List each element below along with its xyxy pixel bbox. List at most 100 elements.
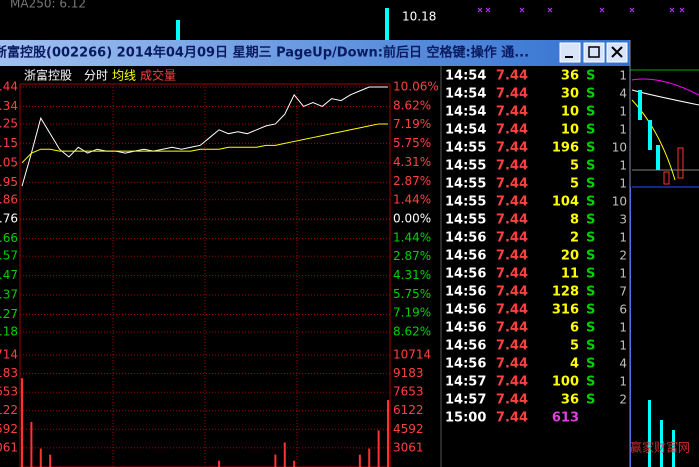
trade-side: S [586, 267, 595, 282]
trade-time: 14:55 [445, 141, 486, 156]
trade-count: 1 [619, 375, 627, 389]
y-tick-label: 7.25 [0, 116, 18, 130]
volume-bar [358, 454, 361, 467]
trade-volume: 5 [570, 177, 579, 192]
trade-volume: 196 [552, 141, 579, 156]
bg-volume [660, 420, 663, 467]
volume-bar [368, 448, 371, 467]
candle [638, 90, 642, 120]
trade-volume: 6 [570, 321, 579, 336]
trade-volume: 2 [570, 231, 579, 246]
y-tick-label: 6.76 [0, 212, 18, 226]
trade-count: 1 [619, 105, 627, 119]
trade-price: 7.44 [496, 357, 528, 372]
window-body [0, 66, 630, 467]
trade-count: 2 [619, 393, 627, 407]
icon [611, 46, 623, 58]
trade-count: 3 [619, 213, 627, 227]
y2-tick-label: 5.75% [393, 287, 431, 301]
trade-price: 7.44 [496, 393, 528, 408]
trade-volume: 613 [552, 411, 579, 426]
trade-time: 14:54 [445, 105, 486, 120]
volume-bar [30, 421, 33, 467]
trade-side: S [586, 195, 595, 210]
y2-tick-label: 1.44% [393, 230, 431, 244]
vol-tick-label: 6122 [0, 403, 18, 417]
vol-tick-label: 9183 [0, 366, 18, 380]
trade-price: 7.44 [496, 123, 528, 138]
vol-tick-label-right: 6122 [393, 403, 424, 417]
trade-volume: 128 [552, 285, 579, 300]
vol-tick-label-right: 10714 [393, 348, 431, 362]
trade-time: 14:57 [445, 393, 486, 408]
trade-side: S [586, 87, 595, 102]
trade-count: 1 [619, 339, 627, 353]
trade-side: S [586, 141, 595, 156]
top-price: 10.18 [402, 10, 436, 24]
y2-tick-label: 8.62% [393, 98, 431, 112]
trade-time: 14:55 [445, 213, 486, 228]
trade-count: 6 [619, 303, 627, 317]
trade-side: S [586, 339, 595, 354]
vol-tick-label-right: 7653 [393, 385, 424, 399]
volume-bar [49, 454, 52, 467]
trade-price: 7.44 [496, 321, 528, 336]
trade-volume: 100 [552, 375, 579, 390]
trade-volume: 8 [570, 213, 579, 228]
trade-volume: 104 [552, 195, 579, 210]
trade-price: 7.44 [496, 285, 528, 300]
y2-tick-label: 5.75% [393, 136, 431, 150]
trade-time: 14:56 [445, 339, 486, 354]
line-series [21, 86, 388, 187]
trade-count: 1 [619, 159, 627, 173]
trade-side: S [586, 357, 595, 372]
trade-count: 1 [619, 69, 627, 83]
y2-tick-label: 0.00% [393, 211, 431, 225]
window-title: 浙富控股(002266) 2014年04月09日 星期三 PageUp/Down… [0, 45, 529, 61]
minimize-button[interactable] [559, 42, 581, 63]
trade-side: S [586, 69, 595, 84]
trade-count: 7 [619, 285, 627, 299]
trade-side: S [586, 159, 595, 174]
maximize-button[interactable] [583, 42, 605, 63]
y-tick-label: 7.15 [0, 136, 18, 150]
trade-price: 7.44 [496, 375, 528, 390]
volume-bar [21, 378, 23, 467]
trade-volume: 10 [561, 123, 579, 138]
vol-tick-label: 4592 [0, 422, 18, 436]
trade-volume: 30 [561, 87, 579, 102]
y-tick-label: 6.18 [0, 325, 18, 339]
trade-price: 7.44 [496, 177, 528, 192]
bg-volume [648, 400, 651, 467]
y2-tick-label: 2.87% [393, 249, 431, 263]
candle [176, 20, 180, 40]
trade-price: 7.44 [496, 303, 528, 318]
trade-time: 14:56 [445, 231, 486, 246]
trade-count: 10 [612, 141, 627, 155]
bg-line [631, 89, 699, 106]
y-tick-label: 6.47 [0, 268, 18, 282]
trade-side: S [586, 393, 595, 408]
trade-price: 7.44 [496, 105, 528, 120]
trade-time: 14:54 [445, 87, 486, 102]
trade-count: 4 [619, 357, 627, 371]
trade-count: 2 [619, 249, 627, 263]
trade-time: 14:56 [445, 357, 486, 372]
trade-time: 14:56 [445, 249, 486, 264]
trade-volume: 5 [570, 339, 579, 354]
trade-side: S [586, 249, 595, 264]
trade-count: 1 [619, 321, 627, 335]
candle [663, 171, 670, 185]
window-buttons[interactable] [559, 42, 628, 63]
chart-header: 分时 [84, 69, 108, 83]
trade-side: S [586, 105, 595, 120]
y2-tick-label: 8.62% [393, 325, 431, 339]
trade-volume: 5 [570, 159, 579, 174]
vol-tick-label-right: 3061 [393, 440, 424, 454]
trade-side: S [586, 177, 595, 192]
candle [656, 145, 660, 170]
y2-tick-label: 2.87% [393, 174, 431, 188]
y-tick-label: 6.66 [0, 231, 18, 245]
